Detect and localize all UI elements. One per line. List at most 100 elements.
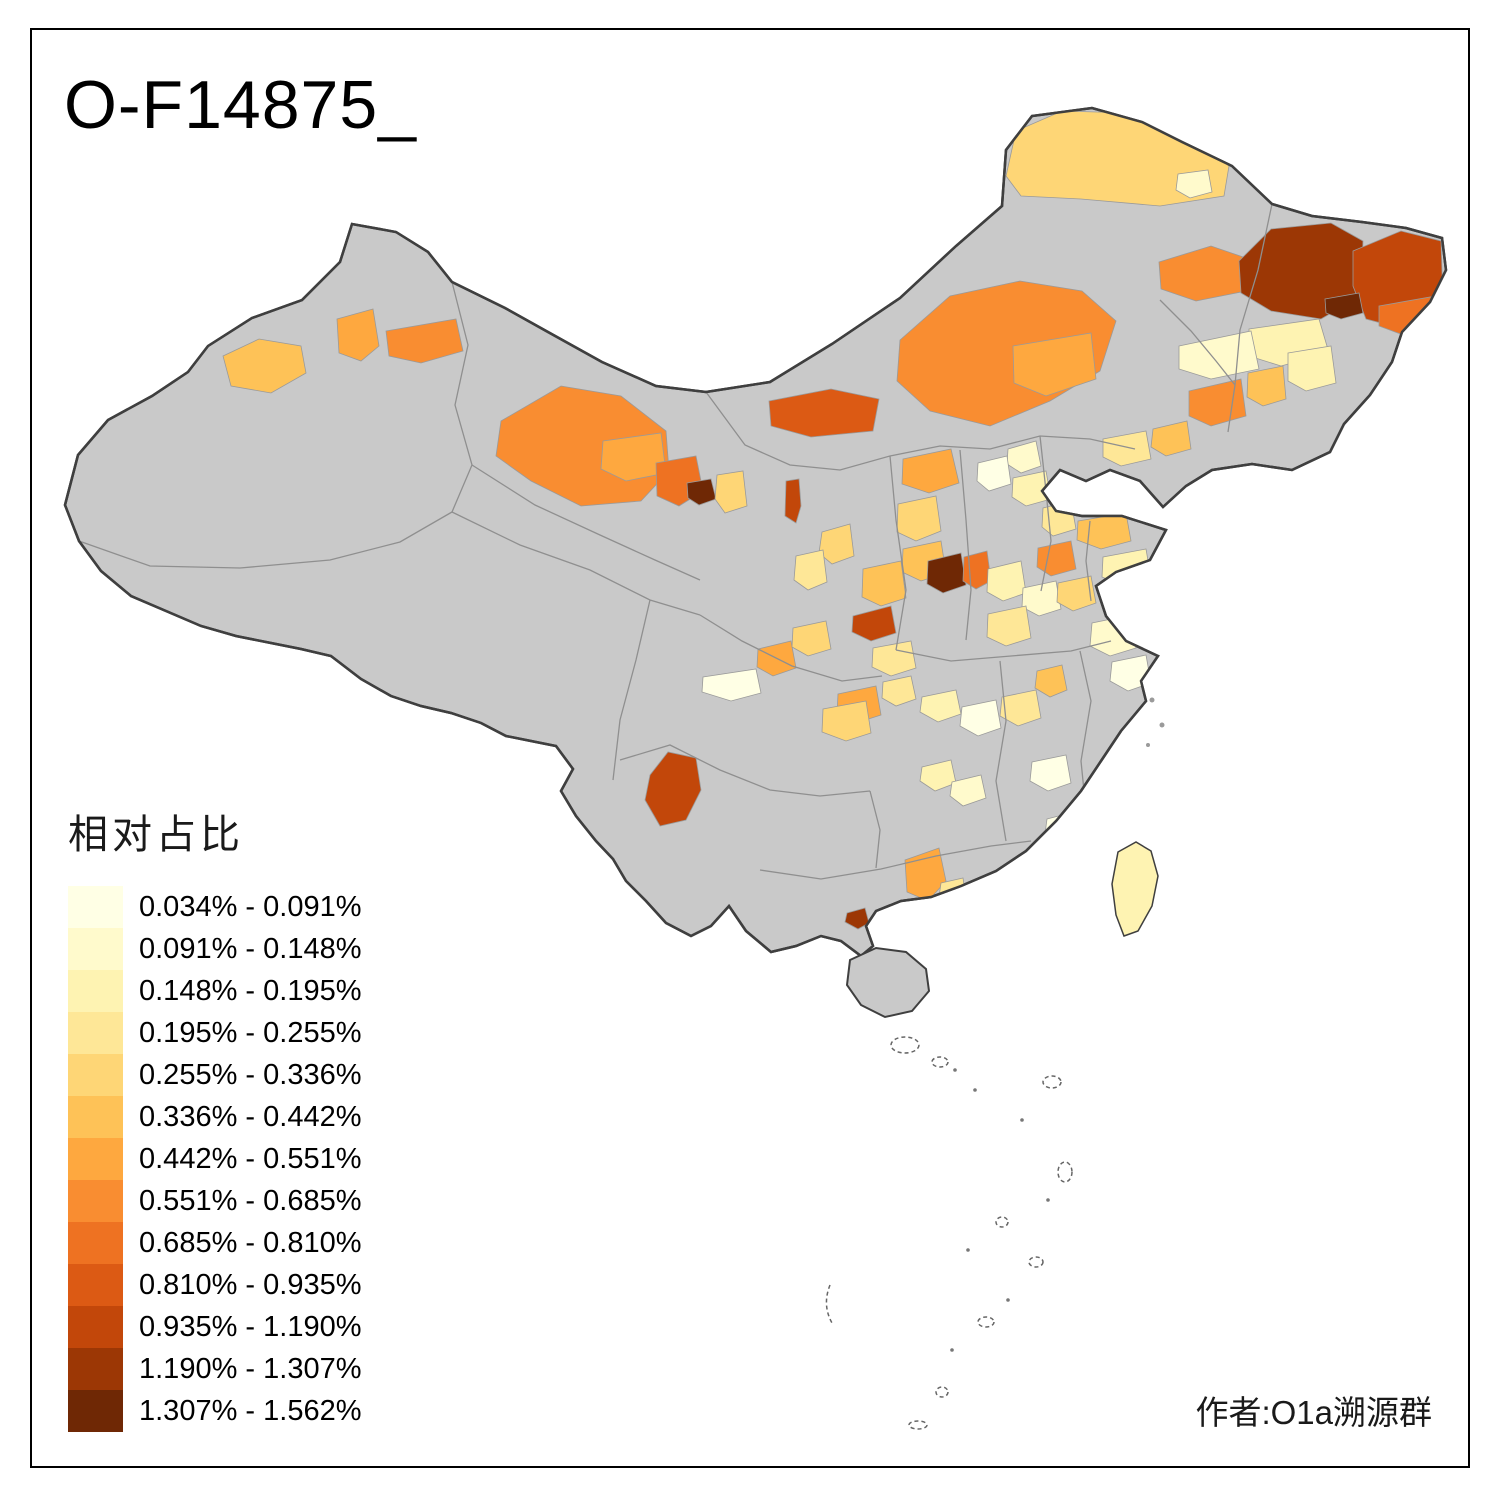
map-region <box>881 675 917 707</box>
legend-swatch <box>68 928 123 970</box>
map-region <box>1287 345 1337 392</box>
map-region <box>821 700 872 742</box>
map-region <box>644 751 702 827</box>
island-dot <box>1046 1198 1050 1202</box>
map-region <box>1246 365 1287 407</box>
province-border-line <box>451 511 701 616</box>
map-region <box>686 478 717 506</box>
map-region <box>871 640 917 677</box>
island-outline <box>890 1036 920 1054</box>
province-border-line <box>612 599 651 781</box>
south-china-sea-dots <box>950 1068 1050 1352</box>
legend-label: 0.442% - 0.551% <box>139 1142 362 1175</box>
map-region <box>1036 540 1077 577</box>
island-dot <box>966 1248 970 1252</box>
legend-label: 0.551% - 0.685% <box>139 1184 362 1217</box>
plot-frame <box>30 28 1470 1468</box>
island-outline <box>1042 1075 1062 1089</box>
legend-swatch <box>68 1222 123 1264</box>
legend-swatch <box>68 1348 123 1390</box>
province-border-line <box>889 455 907 651</box>
island-outline <box>977 1316 995 1328</box>
legend-label: 0.034% - 0.091% <box>139 890 362 923</box>
map-region <box>1150 420 1192 457</box>
legend-row: 0.810% - 0.935% <box>68 1264 361 1306</box>
map-region <box>1324 292 1364 320</box>
map-region <box>1175 169 1213 199</box>
taiwan-island <box>1111 841 1159 937</box>
legend-row: 0.148% - 0.195% <box>68 970 361 1012</box>
province-border-line <box>895 640 1112 662</box>
island-dot <box>973 1088 977 1092</box>
province-border-line <box>705 391 1136 471</box>
legend-row: 0.091% - 0.148% <box>68 928 361 970</box>
map-region <box>1034 664 1068 698</box>
map-region <box>701 668 762 702</box>
island-outline <box>1057 1161 1073 1183</box>
province-border-line <box>1227 203 1273 433</box>
island-outline <box>931 1056 949 1068</box>
island-outline <box>1028 1256 1044 1268</box>
legend-label: 1.190% - 1.307% <box>139 1352 362 1385</box>
legend-swatch <box>68 1096 123 1138</box>
map-region <box>784 478 802 524</box>
map-region <box>976 455 1012 492</box>
map-region <box>1056 575 1097 612</box>
legend-label: 0.935% - 1.190% <box>139 1310 362 1343</box>
map-region <box>791 620 832 657</box>
coastal-islets <box>1146 697 1165 747</box>
island-dot <box>950 1348 954 1352</box>
island-outline <box>995 1216 1009 1228</box>
province-border-line <box>1039 435 1052 592</box>
legend-label: 1.307% - 1.562% <box>139 1394 362 1427</box>
legend-row: 0.685% - 0.810% <box>68 1222 361 1264</box>
map-region <box>986 605 1032 647</box>
islet <box>1146 743 1150 747</box>
legend-swatch <box>68 970 123 1012</box>
legend-row: 0.551% - 0.685% <box>68 1180 361 1222</box>
legend-label: 0.148% - 0.195% <box>139 974 362 1007</box>
map-region <box>385 318 464 364</box>
legend-title: 相对占比 <box>68 813 244 857</box>
map-region <box>844 907 870 930</box>
map-region <box>999 689 1042 727</box>
legend-row: 0.034% - 0.091% <box>68 886 361 928</box>
legend-row: 1.307% - 1.562% <box>68 1390 361 1432</box>
prefecture-regions <box>222 110 1444 930</box>
legend-swatch <box>68 1390 123 1432</box>
province-border-line <box>78 281 473 569</box>
island-outline <box>825 1284 833 1324</box>
legend-label: 0.336% - 0.442% <box>139 1100 362 1133</box>
province-border-line <box>759 840 1032 880</box>
legend-label: 0.255% - 0.336% <box>139 1058 362 1091</box>
legend-label: 0.195% - 0.255% <box>139 1016 362 1049</box>
map-region <box>919 689 962 723</box>
legend-swatch <box>68 1264 123 1306</box>
legend-swatch <box>68 1306 123 1348</box>
legend-row: 0.442% - 0.551% <box>68 1138 361 1180</box>
map-region <box>949 774 987 807</box>
hainan-island <box>845 946 931 1019</box>
province-border-line <box>699 614 883 682</box>
legend-swatch <box>68 1138 123 1180</box>
map-region <box>714 470 748 514</box>
map-region <box>600 432 667 482</box>
map-region <box>222 338 307 394</box>
legend: 相对占比 0.034% - 0.091% 0.091% - 0.148% 0.148… <box>68 802 361 1432</box>
islet <box>1159 722 1165 728</box>
province-border-line <box>995 660 1007 842</box>
map-region <box>1029 754 1072 792</box>
map-region <box>919 759 957 792</box>
legend-row: 0.336% - 0.442% <box>68 1096 361 1138</box>
map-region <box>926 552 967 594</box>
legend-swatch <box>68 1012 123 1054</box>
legend-swatch <box>68 886 123 928</box>
attribution: 作者:O1a溯源群 <box>1195 1394 1432 1431</box>
map-region <box>1021 580 1062 617</box>
map-region <box>768 388 880 438</box>
province-border-line <box>1159 299 1236 386</box>
map-region <box>336 308 380 362</box>
island-dot <box>1020 1118 1024 1122</box>
